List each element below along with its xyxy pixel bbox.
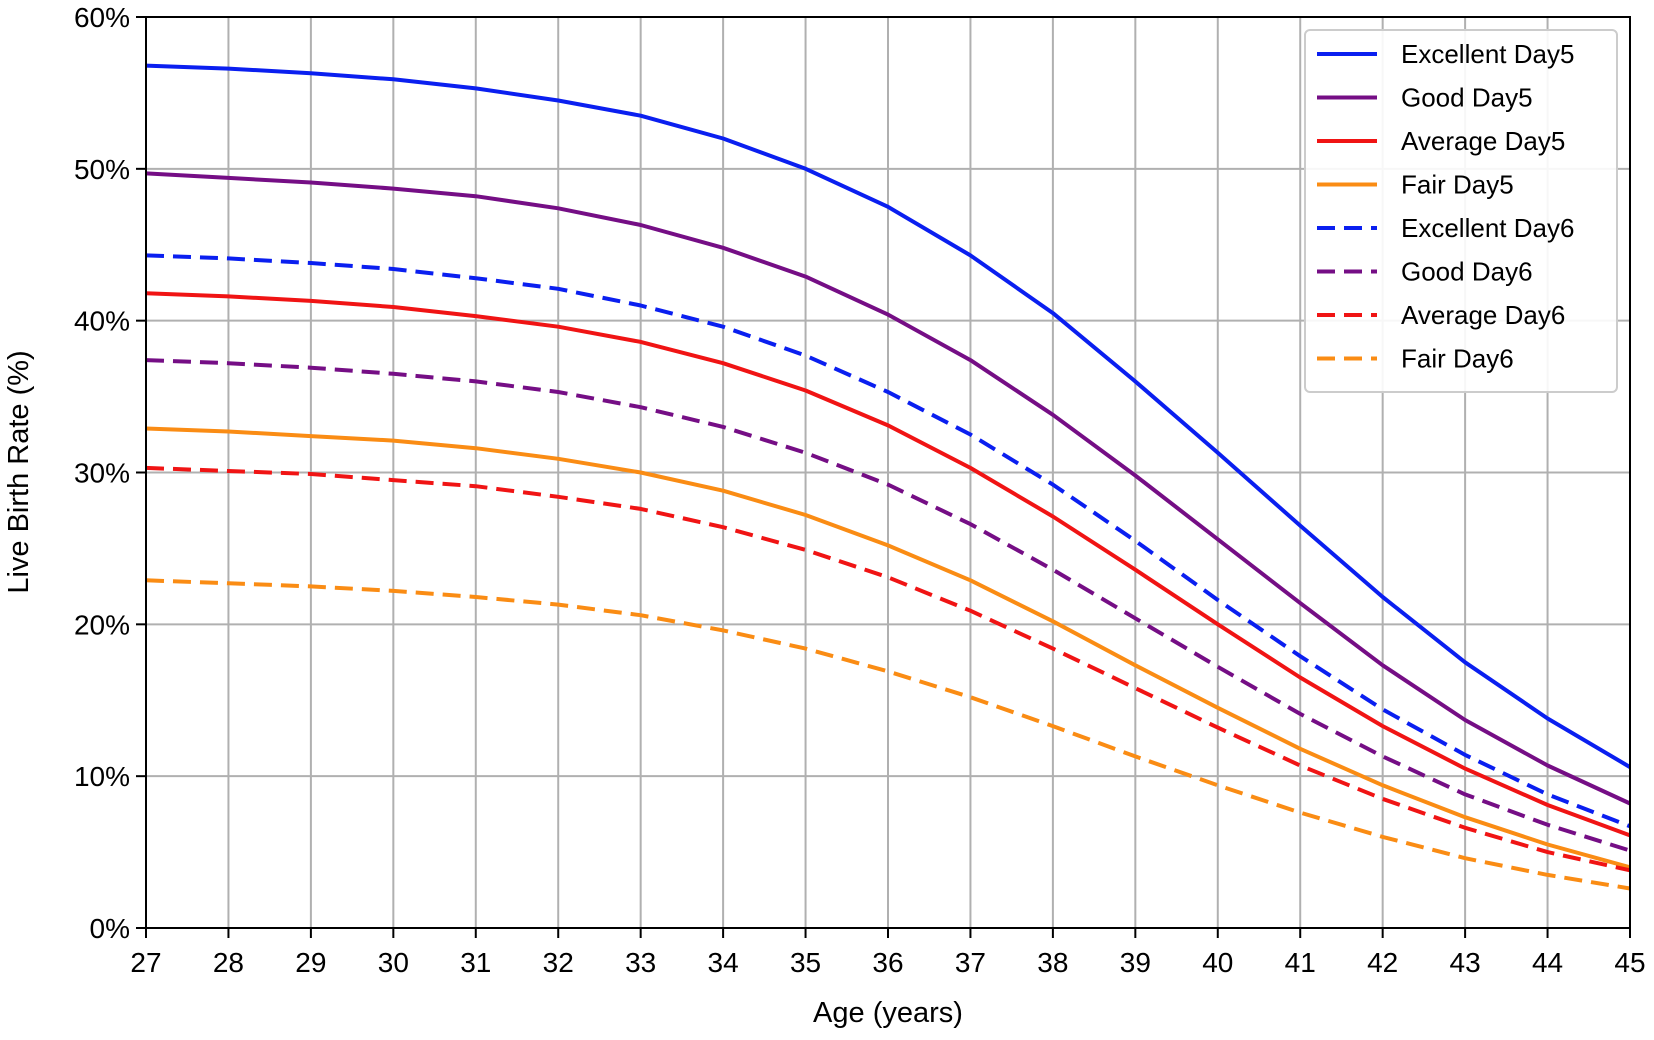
x-tick-label: 44	[1532, 947, 1563, 978]
x-tick-label: 32	[543, 947, 574, 978]
x-tick-label: 37	[955, 947, 986, 978]
series-line-good-day5	[145, 171, 1631, 806]
y-tick-label: 30%	[74, 458, 130, 489]
series-lines	[145, 63, 1632, 891]
y-tick-label: 0%	[90, 913, 130, 944]
x-tick-label: 29	[295, 947, 326, 978]
legend-label: Average Day6	[1401, 300, 1565, 330]
legend-label: Excellent Day5	[1401, 39, 1574, 69]
x-tick-label: 43	[1450, 947, 1481, 978]
legend-label: Good Day6	[1401, 257, 1533, 287]
legend-label: Good Day5	[1401, 83, 1533, 113]
series-line-good-day6	[145, 358, 1631, 853]
series-line-fair-day5	[145, 426, 1631, 870]
x-tick-label: 41	[1285, 947, 1316, 978]
series-line-average-day5	[145, 291, 1631, 838]
x-tick-label: 34	[708, 947, 739, 978]
series-line-average-day6	[145, 465, 1631, 873]
legend-label: Fair Day5	[1401, 170, 1514, 200]
series-line-excellent-day5	[145, 63, 1632, 769]
legend-box	[1304, 29, 1618, 393]
y-axis-ticks: 0% 10% 20% 30% 40% 50% 60%	[74, 2, 146, 944]
y-tick-label: 10%	[74, 761, 130, 792]
x-axis-ticks: 27 28 29 30 31 32 33 34 35 36 37 38 39 40 41 42 43 44 45	[130, 928, 1646, 978]
x-tick-label: 39	[1120, 947, 1151, 978]
series-line-fair-day6	[145, 578, 1631, 891]
y-tick-label: 60%	[74, 2, 130, 33]
x-tick-label: 45	[1614, 947, 1645, 978]
x-tick-label: 35	[790, 947, 821, 978]
legend-label: Average Day5	[1401, 126, 1565, 156]
x-tick-label: 28	[213, 947, 244, 978]
series-line-excellent-day6	[145, 253, 1631, 829]
y-tick-label: 50%	[74, 154, 130, 185]
x-tick-label: 27	[130, 947, 161, 978]
y-axis-label: Live Birth Rate (%)	[3, 350, 35, 593]
x-tick-label: 33	[625, 947, 656, 978]
x-tick-label: 31	[460, 947, 491, 978]
x-tick-label: 40	[1202, 947, 1233, 978]
x-axis-label: Age (years)	[813, 997, 963, 1029]
x-tick-label: 30	[378, 947, 409, 978]
legend-label: Excellent Day6	[1401, 213, 1574, 243]
x-tick-label: 36	[872, 947, 903, 978]
x-tick-label: 38	[1037, 947, 1068, 978]
y-tick-label: 40%	[74, 306, 130, 337]
legend: Excellent Day5 Good Day5 Average Day5 Fair …	[1304, 29, 1618, 393]
y-tick-label: 20%	[74, 609, 130, 640]
legend-label: Fair Day6	[1401, 344, 1514, 374]
x-tick-label: 42	[1367, 947, 1398, 978]
